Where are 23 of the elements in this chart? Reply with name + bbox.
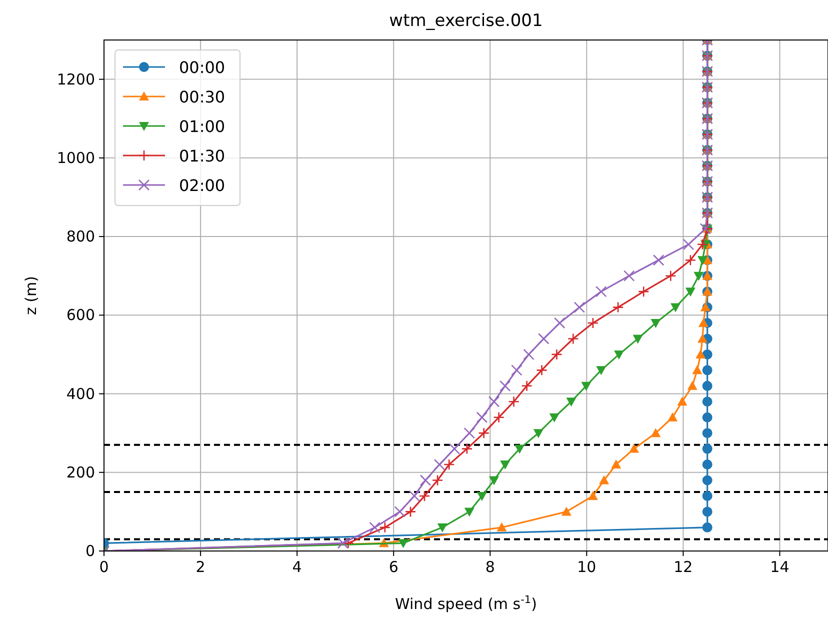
y-tick-label: 1200 [56,70,95,88]
y-axis-title: z (m) [22,276,40,315]
legend-label: 01:00 [179,117,226,136]
x-tick-label: 6 [388,558,398,576]
x-tick-label: 12 [674,558,693,576]
y-tick-label: 800 [66,228,95,246]
y-tick-label: 1000 [56,148,95,167]
x-tick-label: 14 [770,558,790,576]
x-tick-label: 4 [292,558,302,576]
legend-label: 00:00 [179,58,226,77]
y-tick-label: 200 [66,463,95,482]
x-axis-title: Wind speed (m s$^{-1}$) [395,594,537,613]
x-tick-label: 2 [196,558,206,576]
chart-title: wtm_exercise.001 [389,11,543,31]
legend-label: 02:00 [179,176,226,195]
x-tick-label: 0 [99,558,109,576]
y-tick-label: 600 [66,306,95,324]
x-tick-label: 10 [577,558,596,576]
x-tick-label: 8 [485,558,495,576]
y-tick-label: 0 [85,542,95,560]
legend-label: 01:30 [179,146,226,166]
y-tick-label: 400 [66,384,95,403]
legend-label: 00:30 [179,88,226,106]
